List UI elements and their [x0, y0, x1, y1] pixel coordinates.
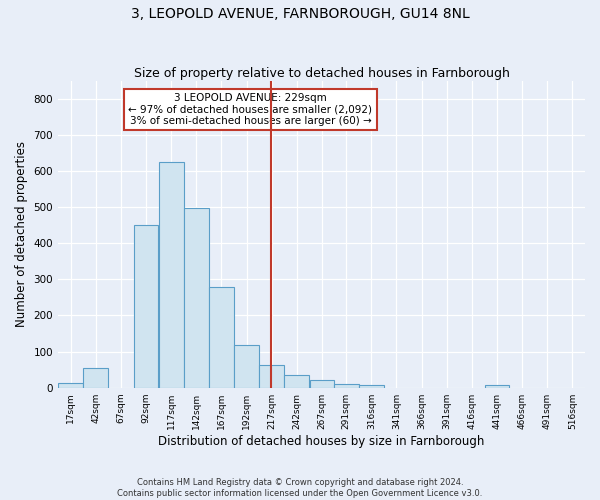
- Text: 3, LEOPOLD AVENUE, FARNBOROUGH, GU14 8NL: 3, LEOPOLD AVENUE, FARNBOROUGH, GU14 8NL: [131, 8, 469, 22]
- Bar: [209, 286, 234, 388]
- Title: Size of property relative to detached houses in Farnborough: Size of property relative to detached ho…: [134, 66, 509, 80]
- Bar: [359, 385, 384, 388]
- Bar: [184, 208, 209, 388]
- Bar: [58, 383, 83, 388]
- Bar: [334, 384, 359, 388]
- Bar: [234, 346, 259, 388]
- Bar: [83, 368, 108, 388]
- Bar: [259, 366, 284, 388]
- Bar: [134, 225, 158, 388]
- Bar: [159, 162, 184, 388]
- Bar: [284, 375, 310, 388]
- Bar: [310, 380, 334, 388]
- Text: Contains HM Land Registry data © Crown copyright and database right 2024.
Contai: Contains HM Land Registry data © Crown c…: [118, 478, 482, 498]
- X-axis label: Distribution of detached houses by size in Farnborough: Distribution of detached houses by size …: [158, 434, 485, 448]
- Y-axis label: Number of detached properties: Number of detached properties: [15, 141, 28, 327]
- Text: 3 LEOPOLD AVENUE: 229sqm
← 97% of detached houses are smaller (2,092)
3% of semi: 3 LEOPOLD AVENUE: 229sqm ← 97% of detach…: [128, 93, 373, 126]
- Bar: [485, 385, 509, 388]
